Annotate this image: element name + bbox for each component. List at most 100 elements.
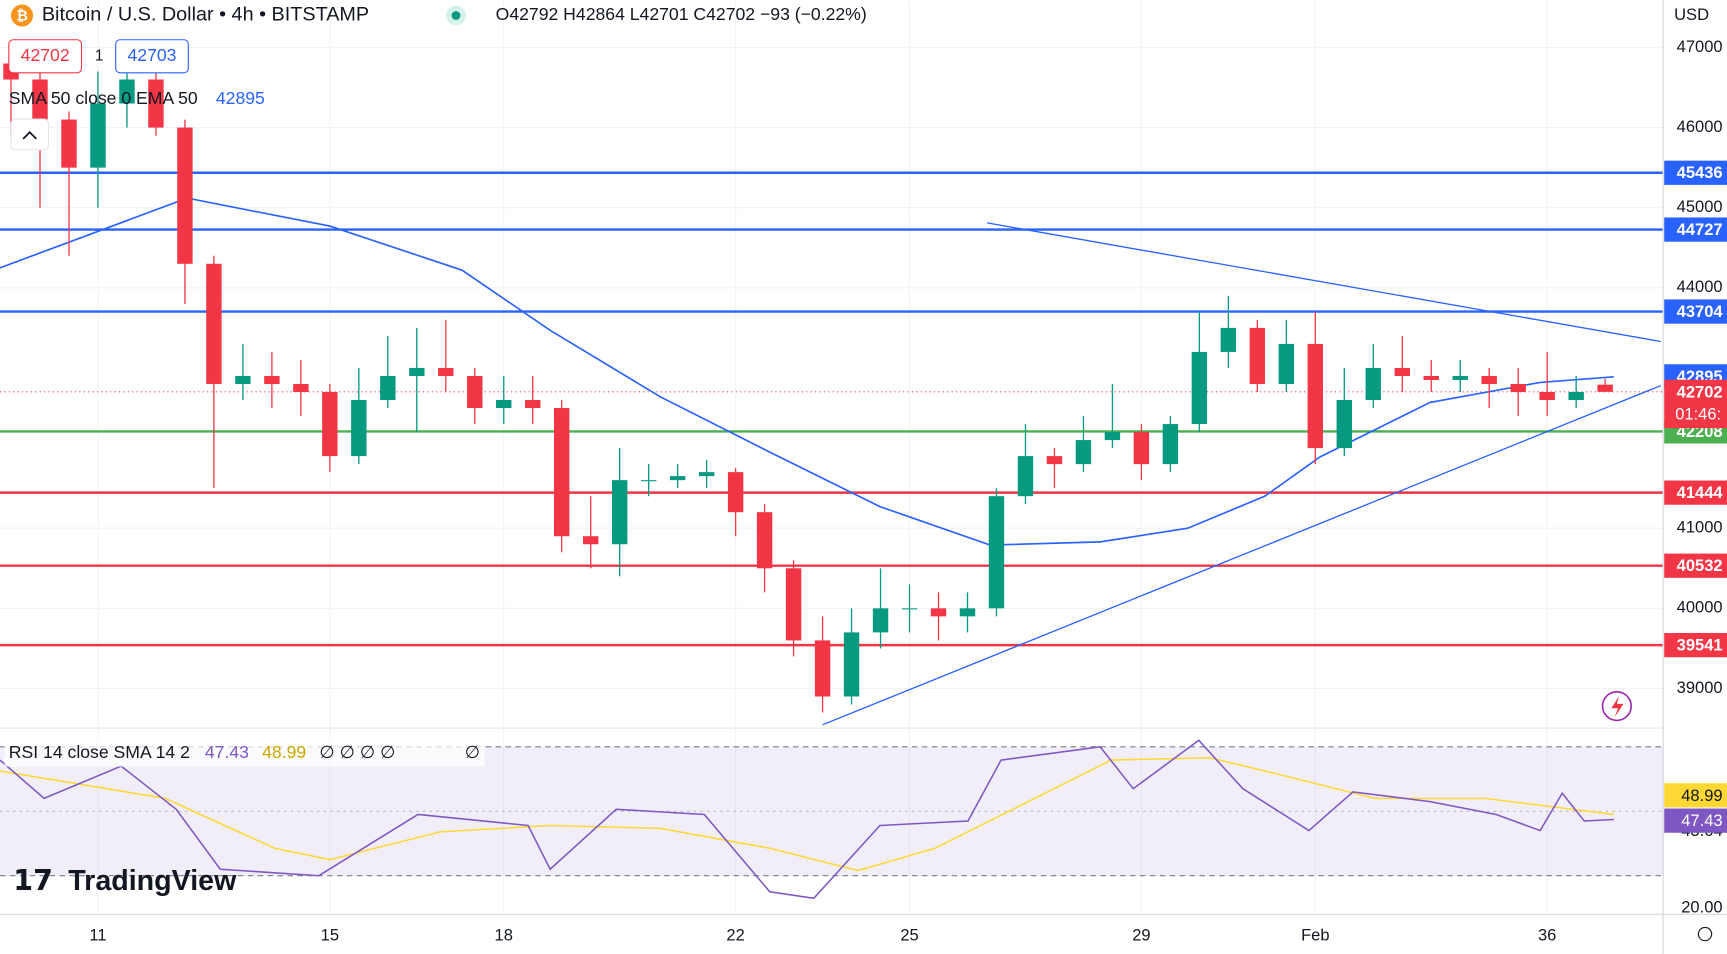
candle-body [525, 400, 541, 409]
symbol-title[interactable]: Bitcoin / U.S. Dollar • 4h • BITSTAMP [42, 4, 369, 26]
candle-body [409, 367, 425, 376]
ask-price[interactable]: 42703 [128, 45, 177, 65]
x-tick-label: 25 [900, 926, 918, 945]
y-tick-label: 39000 [1677, 678, 1723, 697]
candle-body [1597, 384, 1613, 392]
candle-body [1046, 456, 1063, 465]
candle-body [148, 79, 164, 128]
level-tag-bg [1664, 217, 1727, 242]
candle-body [843, 632, 860, 697]
candle-body [611, 480, 628, 545]
spread: 1 [95, 47, 104, 64]
rsi-value: 47.43 [205, 742, 249, 762]
rsi-tick-label: 20.00 [1681, 897, 1722, 916]
x-tick-label: 15 [321, 926, 339, 945]
level-tag: 45436 [1677, 163, 1723, 182]
rsi-tag: 47.43 [1681, 811, 1722, 830]
level-tag: 40532 [1677, 556, 1723, 575]
candle-body [1568, 392, 1584, 401]
tv-mark: 𝟭𝟳 [13, 865, 53, 897]
candle-body [1162, 424, 1179, 465]
level-tag: 43704 [1677, 302, 1724, 321]
x-tick-label: Feb [1301, 926, 1329, 945]
ohlc-values: O42792 H42864 L42701 C42702 −93 (−0.22%) [496, 4, 867, 24]
candle-body [119, 79, 135, 104]
level-tag: 44727 [1677, 220, 1723, 239]
rsi-legend-bg [4, 740, 485, 767]
candle-body [90, 103, 106, 168]
buy-button[interactable] [115, 39, 189, 74]
trend-line [987, 222, 1661, 343]
rsi-title: RSI 14 close SMA 14 2 [9, 742, 190, 762]
candle-body [1365, 367, 1381, 401]
candle-body [959, 608, 976, 617]
candle-body [1452, 375, 1468, 380]
level-tag-bg [1664, 553, 1727, 578]
settings-icon[interactable] [1697, 926, 1713, 942]
indicator-value: 42895 [216, 88, 265, 108]
candle-body [1539, 392, 1555, 401]
rsi-sma-value: 48.99 [262, 742, 306, 762]
level-tag-bg [1664, 480, 1727, 505]
candle-body [1278, 343, 1295, 384]
rsi-placeholder: ∅ [465, 742, 480, 762]
candle-body [1133, 432, 1150, 465]
candle-body [988, 496, 1005, 609]
ema-line [0, 197, 1614, 546]
candle-body [698, 472, 715, 477]
level-tag: 39541 [1677, 636, 1723, 655]
candle-body [1191, 351, 1208, 425]
x-tick-label: 29 [1132, 926, 1150, 945]
level-tag-bg [1664, 633, 1727, 658]
rsi-line [0, 739, 1614, 900]
candle-body [235, 375, 251, 384]
rsi-sma-tag-bg [1664, 783, 1727, 808]
collapse-button[interactable] [10, 118, 50, 151]
x-tick-label: 22 [726, 926, 744, 945]
candle-body [264, 375, 280, 384]
bitcoin-icon [11, 4, 34, 27]
y-tick-label: 46000 [1677, 117, 1723, 136]
candle-body [1104, 432, 1121, 441]
candle-body [756, 512, 773, 569]
candle-body [61, 119, 77, 168]
candle-body [206, 263, 222, 384]
candle-body [814, 640, 831, 697]
bitcoin-glyph: ₿ [16, 8, 28, 24]
bid-price[interactable]: 42702 [21, 45, 70, 65]
candle-body [380, 375, 396, 401]
rsi-line [0, 756, 1614, 872]
candle-body [872, 608, 889, 633]
y-tick-label: 41000 [1677, 518, 1723, 537]
x-tick-label: 36 [1538, 926, 1556, 945]
countdown: 01:46: [1675, 404, 1721, 423]
candle-body [1249, 327, 1266, 384]
candle-body [1336, 400, 1353, 449]
bolt-icon [1611, 696, 1624, 718]
candle-body [293, 383, 309, 393]
logo: TradingView [68, 865, 237, 897]
candle-body [1017, 456, 1034, 497]
indicator-legend[interactable]: SMA 50 close 0 EMA 50 [9, 88, 198, 108]
rsi-tag-bg [1664, 808, 1727, 833]
candle-body [32, 79, 48, 120]
last-price-tag-bg [1664, 379, 1727, 429]
level-tag: 41444 [1677, 483, 1724, 502]
rsi-band [0, 746, 1664, 876]
candle-body [438, 367, 454, 376]
candle-body [785, 568, 802, 641]
candle-body [930, 608, 947, 617]
candle-body [669, 476, 686, 481]
rsi-placeholders: ∅ ∅ ∅ ∅ [319, 742, 395, 762]
candle-body [322, 392, 338, 457]
sell-button[interactable] [8, 39, 83, 74]
candle-body [582, 536, 599, 545]
candle-body [467, 375, 483, 409]
status-dot [451, 11, 461, 20]
y-tick-label: 47000 [1677, 37, 1723, 56]
currency-label[interactable]: USD [1674, 5, 1709, 24]
candle-body [1423, 375, 1439, 380]
x-tick-label: 18 [495, 926, 513, 945]
